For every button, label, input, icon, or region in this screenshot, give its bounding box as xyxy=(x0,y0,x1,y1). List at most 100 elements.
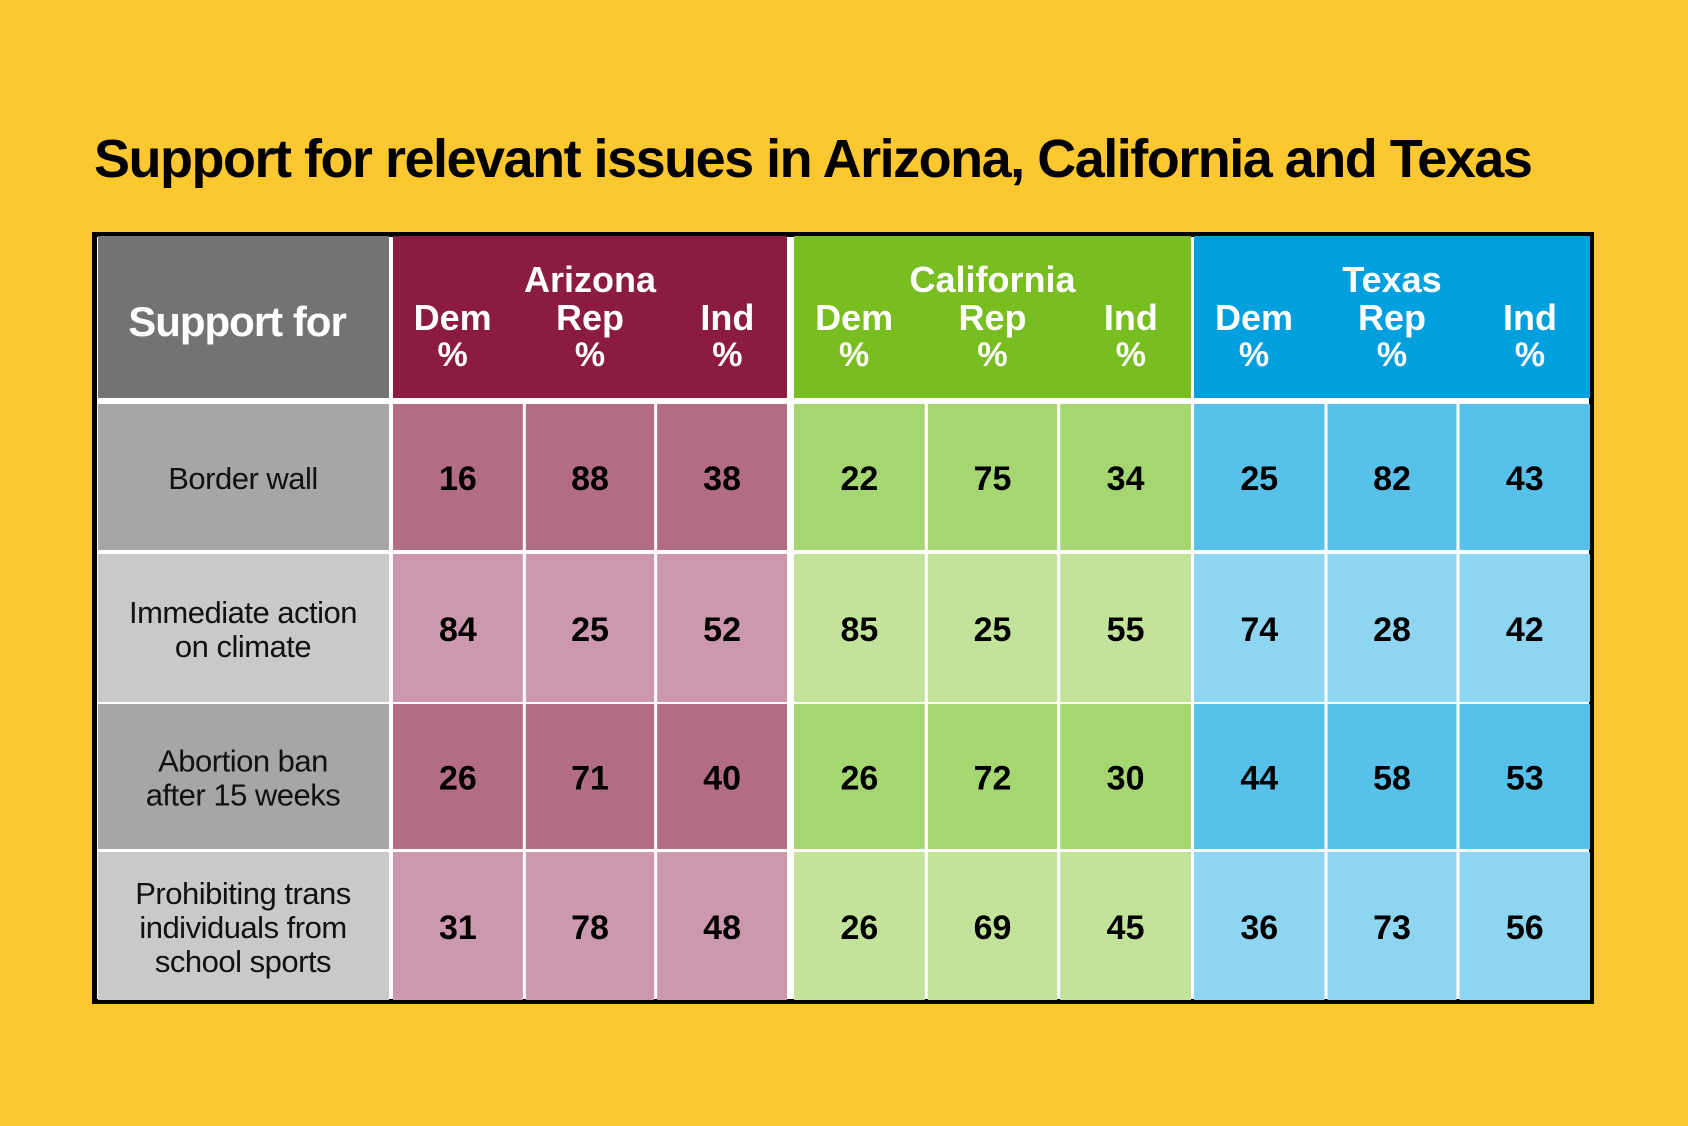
cell-value-california-ind: 34 xyxy=(1107,460,1145,498)
cell-value-arizona-rep: 25 xyxy=(571,611,609,649)
header-arizona xyxy=(393,236,787,398)
cell-arizona xyxy=(393,852,523,1000)
cell-arizona xyxy=(393,704,523,849)
header-texas-rep: Rep xyxy=(1358,297,1426,338)
cell-california xyxy=(927,852,1058,1000)
cell-texas xyxy=(1327,554,1457,702)
cell-value-arizona-dem: 26 xyxy=(439,760,477,798)
cell-value-texas-dem: 74 xyxy=(1240,611,1278,649)
cell-value-texas-dem: 44 xyxy=(1240,760,1278,798)
row-label-cell xyxy=(98,554,389,702)
header-arizona-ind-unit: % xyxy=(712,336,742,374)
row-label: school sports xyxy=(155,944,331,979)
cell-arizona xyxy=(657,852,787,1000)
cell-california xyxy=(1060,852,1191,1000)
cell-value-arizona-dem: 31 xyxy=(439,909,477,947)
cell-value-arizona-ind: 40 xyxy=(703,760,741,798)
cell-value-texas-ind: 53 xyxy=(1506,760,1544,798)
header-california xyxy=(794,236,1191,398)
row-label-cell xyxy=(98,404,389,550)
header-support-for: Support for xyxy=(128,298,346,345)
row-label: after 15 weeks xyxy=(146,778,341,813)
row-label: Prohibiting trans xyxy=(135,876,351,911)
cell-value-texas-ind: 42 xyxy=(1506,611,1544,649)
chart-title: Support for relevant issues in Arizona, … xyxy=(94,129,1533,189)
cell-arizona xyxy=(525,404,655,550)
cell-arizona xyxy=(657,404,787,550)
cell-texas xyxy=(1194,852,1325,1000)
cell-value-california-dem: 85 xyxy=(841,611,879,649)
cell-texas xyxy=(1327,704,1457,849)
header-california-rep-unit: % xyxy=(977,336,1007,374)
header-label-cell xyxy=(98,236,389,398)
row-label: Immediate action xyxy=(129,595,357,630)
cell-texas xyxy=(1194,404,1325,550)
header-texas-ind-unit: % xyxy=(1515,336,1545,374)
cell-arizona xyxy=(393,554,523,702)
cell-value-california-rep: 25 xyxy=(974,611,1012,649)
cell-texas xyxy=(1327,404,1457,550)
cell-value-california-rep: 75 xyxy=(974,460,1012,498)
cell-value-arizona-ind: 38 xyxy=(703,460,741,498)
cell-value-arizona-rep: 78 xyxy=(571,909,609,947)
row-label-cell xyxy=(98,852,389,1000)
cell-value-california-ind: 55 xyxy=(1107,611,1145,649)
row-label: on climate xyxy=(175,629,311,664)
cell-california xyxy=(1060,554,1191,702)
cell-california xyxy=(794,554,925,702)
header-arizona-dem-unit: % xyxy=(438,336,468,374)
header-arizona-rep-unit: % xyxy=(575,336,605,374)
cell-texas xyxy=(1459,704,1590,849)
cell-value-texas-rep: 82 xyxy=(1373,460,1411,498)
cell-texas xyxy=(1194,554,1325,702)
header-texas-name: Texas xyxy=(1342,259,1441,300)
cell-value-arizona-rep: 88 xyxy=(571,460,609,498)
row-label: Abortion ban xyxy=(158,744,328,779)
cell-california xyxy=(1060,404,1191,550)
header-california-ind: Ind xyxy=(1104,297,1158,338)
cell-value-california-rep: 72 xyxy=(974,760,1012,798)
cell-california xyxy=(927,554,1058,702)
header-california-name: California xyxy=(909,259,1076,300)
cell-value-california-dem: 26 xyxy=(841,909,879,947)
cell-california xyxy=(794,404,925,550)
cell-value-texas-dem: 36 xyxy=(1240,909,1278,947)
header-california-dem-unit: % xyxy=(839,336,869,374)
cell-texas xyxy=(1459,852,1590,1000)
cell-value-california-dem: 26 xyxy=(841,760,879,798)
header-texas-dem: Dem xyxy=(1215,297,1293,338)
cell-value-california-dem: 22 xyxy=(841,460,879,498)
cell-value-texas-ind: 43 xyxy=(1506,460,1544,498)
cell-arizona xyxy=(393,404,523,550)
cell-value-california-ind: 30 xyxy=(1107,760,1145,798)
cell-value-california-ind: 45 xyxy=(1107,909,1145,947)
cell-arizona xyxy=(525,852,655,1000)
cell-value-texas-ind: 56 xyxy=(1506,909,1544,947)
cell-arizona xyxy=(525,704,655,849)
cell-value-arizona-rep: 71 xyxy=(571,760,609,798)
cell-value-arizona-dem: 84 xyxy=(439,611,477,649)
cell-california xyxy=(927,704,1058,849)
header-california-dem: Dem xyxy=(815,297,893,338)
cell-arizona xyxy=(525,554,655,702)
cell-value-texas-rep: 58 xyxy=(1373,760,1411,798)
cell-arizona xyxy=(657,554,787,702)
header-california-ind-unit: % xyxy=(1116,336,1146,374)
cell-california xyxy=(794,704,925,849)
header-arizona-name: Arizona xyxy=(524,259,657,300)
cell-value-california-rep: 69 xyxy=(974,909,1012,947)
cell-arizona xyxy=(657,704,787,849)
cell-value-arizona-ind: 52 xyxy=(703,611,741,649)
cell-value-texas-rep: 28 xyxy=(1373,611,1411,649)
cell-texas xyxy=(1459,554,1590,702)
header-texas-rep-unit: % xyxy=(1377,336,1407,374)
header-texas-ind: Ind xyxy=(1503,297,1557,338)
header-arizona-dem: Dem xyxy=(414,297,492,338)
header-california-rep: Rep xyxy=(958,297,1026,338)
row-label: individuals from xyxy=(139,910,346,945)
cell-texas xyxy=(1327,852,1457,1000)
cell-california xyxy=(794,852,925,1000)
header-arizona-rep: Rep xyxy=(556,297,624,338)
cell-value-arizona-dem: 16 xyxy=(439,460,477,498)
